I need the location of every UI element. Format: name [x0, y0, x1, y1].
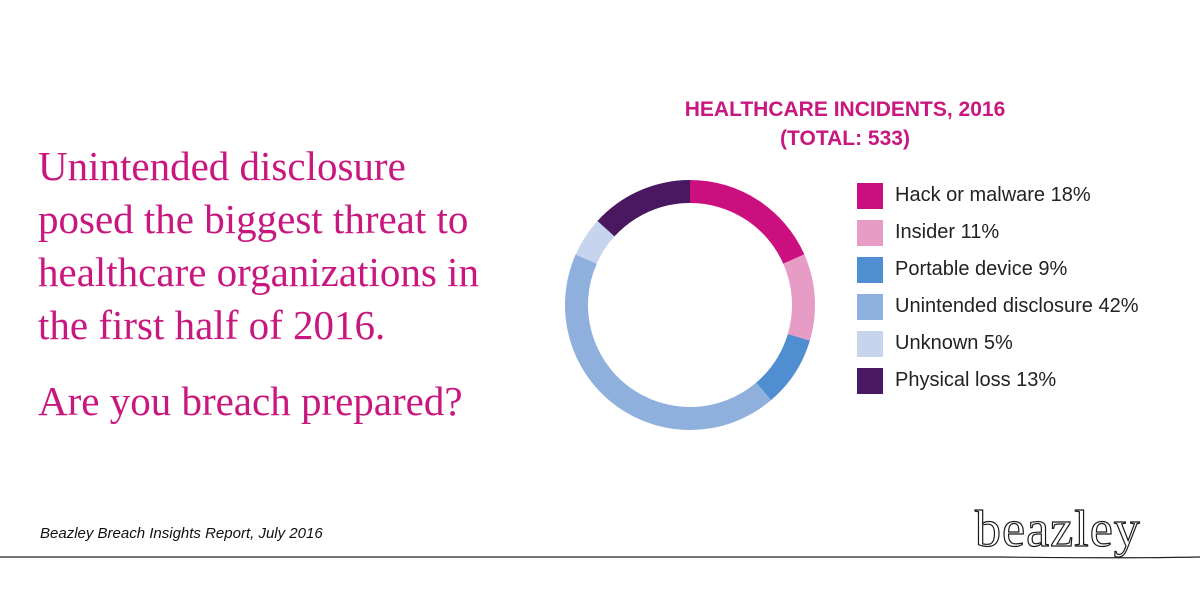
chart-title-block: HEALTHCARE INCIDENTS, 2016 (TOTAL: 533): [655, 95, 1035, 153]
footer-divider: [0, 556, 1200, 559]
chart-legend: Hack or malware 18% Insider 11% Portable…: [857, 177, 1139, 399]
legend-item: Unintended disclosure 42%: [857, 288, 1139, 325]
legend-swatch: [857, 367, 883, 394]
legend-item: Insider 11%: [857, 214, 1139, 251]
headline-line: healthcare organizations in: [38, 249, 479, 295]
legend-label: Insider 11%: [895, 221, 1000, 243]
legend-label: Unintended disclosure 42%: [895, 295, 1139, 317]
legend-item: Unknown 5%: [857, 325, 1139, 362]
legend-swatch: [857, 182, 883, 209]
legend-label: Unknown 5%: [895, 332, 1013, 354]
donut-slice-physical-loss: [597, 180, 690, 237]
legend-swatch: [857, 219, 883, 246]
headline-line: posed the biggest threat to: [38, 196, 469, 242]
legend-item: Portable device 9%: [857, 251, 1139, 288]
source-citation: Beazley Breach Insights Report, July 201…: [40, 525, 323, 542]
donut-chart: [565, 180, 815, 430]
donut-slice-unknown: [575, 220, 615, 264]
legend-label: Physical loss 13%: [895, 369, 1057, 391]
legend-swatch: [857, 256, 883, 283]
chart-subtitle: (TOTAL: 533): [780, 127, 910, 150]
beazley-logo: beazley: [974, 500, 1141, 558]
legend-swatch: [857, 330, 883, 357]
donut-slice-insider: [783, 254, 815, 341]
legend-label: Hack or malware 18%: [895, 184, 1091, 206]
donut-slice-unintended-disclosure: [565, 254, 772, 430]
donut-slice-portable-device: [756, 334, 810, 401]
headline: Unintended disclosure posed the biggest …: [38, 140, 558, 352]
legend-label: Portable device 9%: [895, 258, 1068, 280]
breach-question: Are you breach prepared?: [38, 378, 463, 424]
legend-item: Hack or malware 18%: [857, 177, 1139, 214]
headline-line: the first half of 2016.: [38, 302, 386, 348]
chart-title: HEALTHCARE INCIDENTS, 2016: [684, 98, 1006, 121]
headline-line: Unintended disclosure: [38, 143, 406, 189]
legend-swatch: [857, 293, 883, 320]
legend-item: Physical loss 13%: [857, 362, 1139, 399]
donut-slice-hack-or-malware: [690, 180, 805, 264]
